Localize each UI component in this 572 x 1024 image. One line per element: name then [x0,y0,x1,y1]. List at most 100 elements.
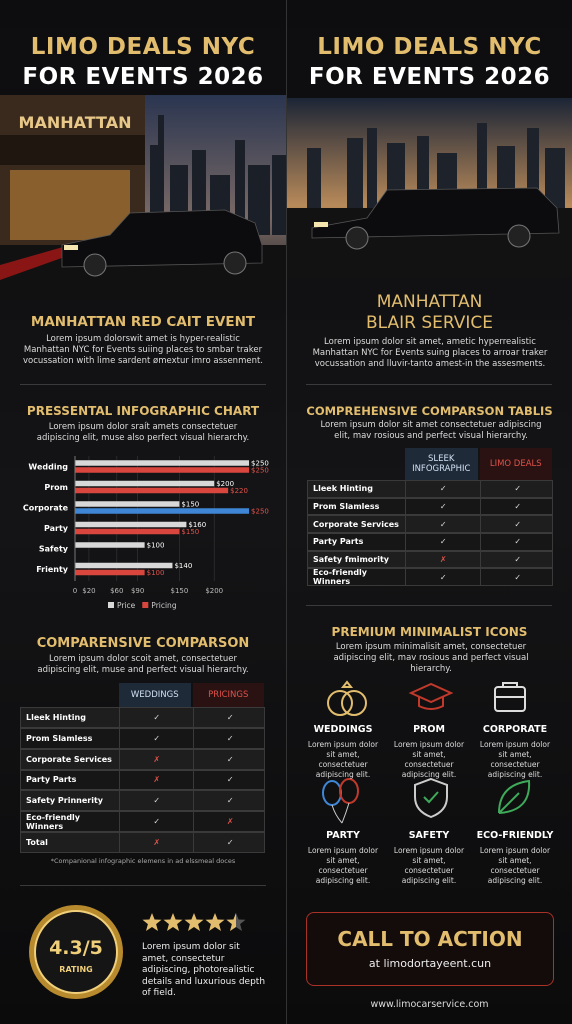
paragraph: Lorem ipsum dolorswit amet is hyper-real… [22,334,263,366]
chart-subtitle: Lorem ipsum dolor sraít amets consectetu… [36,422,250,443]
table-cell: ✗ [119,770,194,790]
table-cell: ✓ [192,833,268,852]
table-cell: ✓ [192,770,268,790]
paragraph: Lorem ipsum dolor sit amet consectetuer … [320,420,542,441]
category-label: Prom [44,483,68,492]
row-label: Safety fmimority [313,554,390,564]
table-cell: ✓ [405,481,481,497]
table-cell: ✓ [405,498,481,515]
category-label: Corporate [23,503,69,512]
footnote: *Companional infographic elemens in ad e… [50,857,236,865]
table-row: Lleek Hinting ✓ ✓ [307,480,553,498]
paragraph: Lorem ipsum dolor scoit amet, consectetu… [37,654,249,675]
icon-label: PROM [413,724,445,735]
table-cell: ✓ [119,812,194,832]
heading: BLAIR SERVICE [365,313,494,333]
table-cell: ✗ [119,833,194,852]
cta-title[interactable]: CALL TO ACTION [337,927,523,951]
row-label: Corporate Services [26,754,112,764]
heading: MANHATTAN [376,292,483,312]
divider [286,0,287,1024]
table-cell: ✓ [119,708,194,727]
title-line: LIMO DEALS NYC [317,34,542,60]
footer[interactable]: www.limocarservice.com [370,999,489,1010]
icon-grid: WEDDINGS Lorem ipsum dolor sit amet, cons… [300,724,560,885]
x-tick-label: $20 [82,587,95,595]
table-cell: ✓ [405,534,481,550]
row-label: Total [26,838,48,848]
table-cell: ✓ [479,498,556,515]
legend-swatch [108,602,114,608]
table-row: Safety fmimority ✗ ✓ [307,550,556,569]
table-row: Prom Slamless ✓ ✓ [307,497,556,516]
value-label: $250 [251,459,269,467]
table-cell: ✓ [192,708,268,727]
value-label: $100 [147,541,165,549]
icon-text: Lorem ipsum dolor sit amet, consectetuer… [393,846,465,885]
value-label: $250 [251,466,269,474]
row-label: Safety Prinnerity [26,796,103,806]
row-label: Prom Slamless [26,733,93,743]
icon-text: Lorem ipsum dolor sit amet, consectetuer… [479,846,551,885]
cta-box[interactable]: CALL TO ACTION at limodortayeent.cun [306,912,554,986]
row-label: Eco-friendly Winners [26,812,80,831]
photo: MANHATTAN [0,95,286,300]
rating-text: Lorem ipsum dolor sit amet, consectetur … [142,942,266,998]
table-row: Prom Slamless ✓ ✓ [20,727,265,749]
value-label: $140 [174,562,192,570]
heading: MANHATTAN RED CAIT EVENT [30,314,256,330]
bar [75,480,215,487]
rating-label: RATING [59,965,92,974]
table-row: Safety Prinnerity ✓ ✓ [20,790,268,812]
table-cell: ✓ [192,749,268,769]
category-label: Safety [39,544,69,553]
table-row: Lleek Hinting ✓ ✓ [20,707,265,728]
value-label: $220 [230,487,248,495]
paragraph: Lorem ipsum minimalisit amet, consectetu… [333,642,529,674]
icon-text: Lorem ipsum dolor sit amet, consectetuer… [479,740,551,779]
title-line: LIMO DEALS NYC [30,34,256,60]
table-cell: ✗ [119,749,194,769]
table-cell: ✓ [119,728,194,748]
row-label: Party Parts [313,537,364,547]
title-line: FOR EVENTS 2026 [308,64,551,90]
value-label: $200 [216,480,234,488]
bar [75,460,250,466]
bar [75,528,180,535]
icons [322,680,531,824]
cta-url[interactable]: at limodortayeent.cun [368,957,492,970]
table-row: Eco-friendly Winners ✓ ✓ [307,568,553,586]
row-label: Lleek Hinting [26,712,86,722]
value-label: $100 [147,569,165,577]
legend-label: Pricing [151,601,177,610]
heading: COMPREHENSIVE COMPARSON TABLIS [306,404,553,418]
icon-text: Lorem ipsum dolor sit amet, consectetuer… [393,740,465,779]
table-row: Party Parts ✓ ✓ [307,533,553,551]
table-cell: ✓ [192,791,268,811]
table-header: SLEEK INFOGRAPHIC LIMO DEALS [307,448,553,480]
legend-swatch [142,602,149,608]
table-row: Total ✗ ✓ [20,832,265,853]
comparison-table: SLEEK INFOGRAPHIC LIMO DEALS Lleek Hinting… [307,448,553,586]
table-header: WEDDINGS PRICINGS [20,683,265,707]
table-cell: ✗ [192,812,268,832]
rating-score: 4.3/5 [49,937,103,959]
table-row: Party Parts ✗ ✓ [20,769,268,791]
value-label: $250 [251,507,269,515]
bar [75,542,145,548]
x-tick-label: $60 [110,587,123,595]
comparison-table: WEDDINGS PRICINGS Lleek Hinting ✓ ✓ Prom Slam… [20,683,265,853]
category-label: Frienty [36,565,69,574]
heading: COMPARENSIVE COMPARSON [36,636,250,651]
table-cell: ✓ [405,569,481,585]
column-header: WEDDINGS [119,683,191,707]
table-cell: ✓ [405,516,481,532]
table-cell: ✓ [119,791,194,811]
icon-text: Lorem ipsum dolor sit amet, consectetuer… [307,740,379,779]
table-cell: ✓ [479,551,556,568]
icon-label: ECO-FRIENDLY [476,830,554,841]
row-label: Prom Slamless [313,501,380,511]
column-header: SLEEK INFOGRAPHIC [405,448,478,480]
